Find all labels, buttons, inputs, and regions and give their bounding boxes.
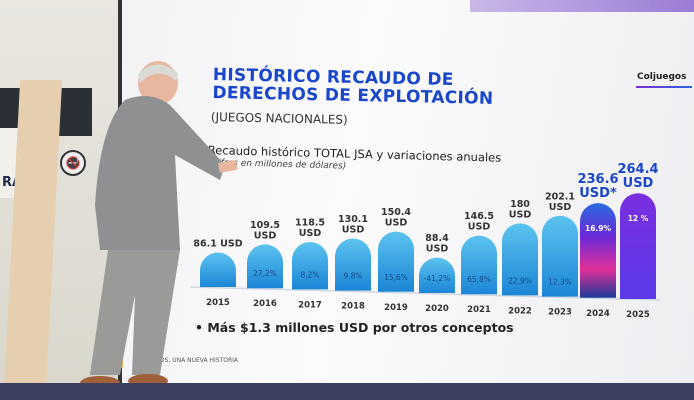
value-label-2019: USD bbox=[385, 218, 408, 229]
year-label-2015: 2015 bbox=[206, 298, 230, 308]
value-label-2015: 86.1 USD bbox=[193, 239, 242, 250]
year-label-2025: 2025 bbox=[626, 310, 650, 320]
stage-floor bbox=[0, 383, 694, 400]
variation-label-2019: 15,6% bbox=[384, 273, 408, 282]
value-label-2020: USD bbox=[426, 244, 449, 255]
logo-underline bbox=[636, 86, 692, 88]
value-label-2020: 88.4 bbox=[425, 233, 449, 244]
variation-label-2018: 9,8% bbox=[343, 272, 362, 281]
value-label-2025: USD bbox=[623, 176, 654, 191]
bar-2023 bbox=[542, 215, 578, 297]
value-label-2017: 118.5 bbox=[295, 218, 325, 229]
variation-label-2024: 16.9% bbox=[585, 224, 612, 233]
presenter bbox=[80, 61, 238, 390]
year-label-2022: 2022 bbox=[508, 306, 532, 316]
value-label-2025: 264.4 bbox=[617, 162, 658, 177]
variation-label-2023: 12,3% bbox=[548, 278, 572, 287]
value-label-2018: 130.1 bbox=[338, 214, 368, 225]
bar-2018 bbox=[335, 238, 371, 291]
value-label-2019: 150.4 bbox=[381, 207, 411, 218]
year-label-2019: 2019 bbox=[384, 303, 408, 313]
year-label-2024: 2024 bbox=[586, 309, 610, 319]
bar-2016 bbox=[247, 244, 283, 289]
value-label-2016: USD bbox=[254, 230, 277, 241]
slide-footer: COLJUEGOS, UNA NUEVA HISTORIA bbox=[133, 357, 239, 364]
variation-label-2021: 65,8% bbox=[467, 275, 491, 284]
year-label-2021: 2021 bbox=[467, 305, 491, 315]
bar-2017 bbox=[292, 242, 328, 290]
value-label-2024: USD* bbox=[579, 186, 617, 201]
value-label-2017: USD bbox=[299, 228, 322, 239]
value-label-2022: USD bbox=[509, 209, 532, 220]
projection-screen bbox=[118, 0, 694, 385]
bar-2021 bbox=[461, 235, 497, 295]
variation-label-2020: -41,2% bbox=[424, 274, 451, 283]
bullet-text: Más $1.3 millones USD por otros concepto… bbox=[207, 320, 514, 335]
variation-label-2017: 8,2% bbox=[300, 270, 319, 279]
bullet-other-concepts: • Más $1.3 millones USD por otros concep… bbox=[195, 320, 514, 335]
variation-label-2025: 12 % bbox=[628, 214, 649, 223]
year-label-2020: 2020 bbox=[425, 304, 449, 314]
coljuegos-logo: Coljuegos bbox=[637, 72, 687, 82]
value-label-2024: 236.6 bbox=[577, 172, 618, 187]
value-label-2022: 180 bbox=[510, 199, 530, 210]
year-label-2016: 2016 bbox=[253, 299, 277, 309]
variation-label-2016: 27,2% bbox=[253, 269, 277, 278]
bar-2022 bbox=[502, 223, 538, 296]
value-label-2016: 109.5 bbox=[250, 220, 280, 231]
year-label-2023: 2023 bbox=[548, 308, 572, 318]
variation-label-2022: 22,9% bbox=[508, 276, 532, 285]
bar-2019 bbox=[378, 231, 414, 292]
year-label-2018: 2018 bbox=[341, 302, 365, 312]
bar-2015 bbox=[200, 252, 237, 287]
bar-2020 bbox=[419, 257, 455, 293]
value-label-2021: USD bbox=[468, 222, 491, 233]
baseline bbox=[189, 286, 661, 301]
value-label-2023: 202.1 bbox=[545, 191, 575, 202]
bar-2025 bbox=[620, 193, 656, 299]
no-smoking-icon: 🚭 bbox=[60, 150, 86, 176]
value-label-2021: 146.5 bbox=[464, 211, 494, 222]
year-label-2017: 2017 bbox=[298, 300, 322, 310]
screen-top-strip bbox=[470, 0, 694, 12]
value-label-2018: USD bbox=[342, 225, 365, 236]
bar-2024 bbox=[580, 203, 616, 298]
value-label-2023: USD bbox=[549, 202, 572, 213]
